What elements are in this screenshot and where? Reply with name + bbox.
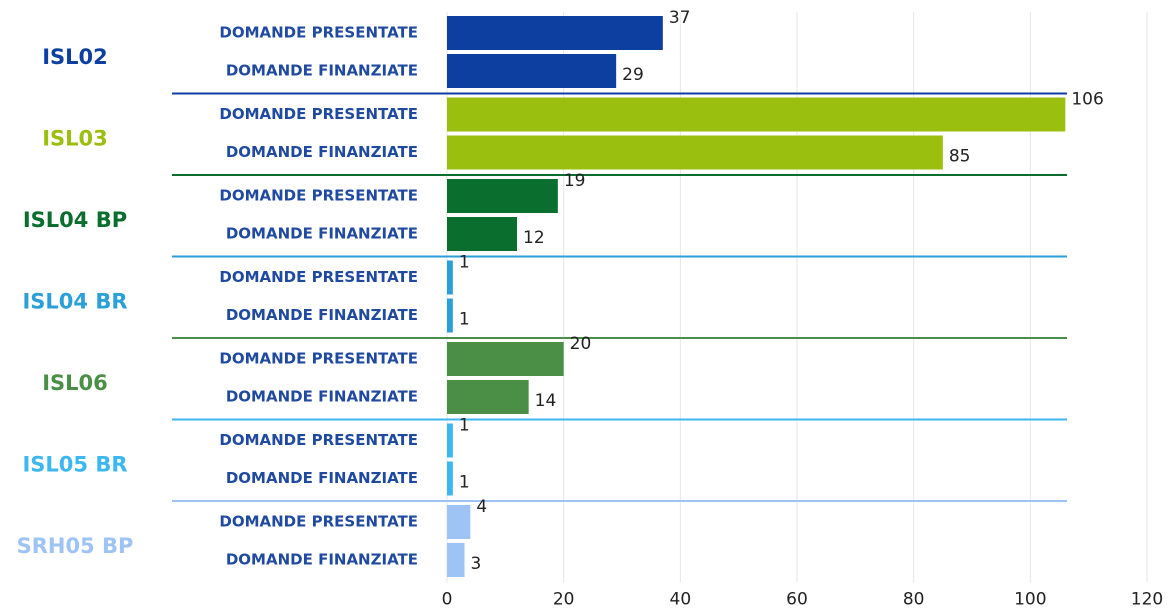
value-label: 106 [1071, 90, 1103, 110]
category-label: DOMANDE FINANZIATE [226, 306, 418, 324]
bar [447, 543, 465, 577]
category-label: DOMANDE FINANZIATE [226, 469, 418, 487]
value-label: 14 [535, 391, 557, 411]
group-label: ISL05 BR [22, 453, 127, 477]
category-label: DOMANDE PRESENTATE [219, 350, 418, 368]
bar [447, 217, 517, 251]
value-label: 1 [459, 253, 470, 273]
category-label: DOMANDE PRESENTATE [219, 24, 418, 42]
value-label: 1 [459, 416, 470, 436]
category-label: DOMANDE PRESENTATE [219, 105, 418, 123]
x-tick-label: 0 [442, 590, 453, 608]
x-tick-label: 100 [1014, 590, 1046, 608]
value-label: 19 [564, 171, 586, 191]
bar [447, 298, 453, 333]
value-label: 29 [622, 65, 644, 85]
category-label: DOMANDE PRESENTATE [219, 431, 418, 449]
category-label: DOMANDE FINANZIATE [226, 62, 418, 80]
bar [447, 461, 453, 496]
category-label: DOMANDE PRESENTATE [219, 268, 418, 286]
group-label: ISL04 BR [22, 290, 127, 314]
bar [447, 54, 617, 88]
group-label: SRH05 BP [17, 534, 134, 558]
value-label: 85 [949, 147, 971, 167]
group-label: ISL04 BP [23, 208, 127, 232]
category-label: DOMANDE PRESENTATE [219, 187, 418, 205]
bar [447, 135, 943, 170]
bar [447, 423, 453, 458]
category-label: DOMANDE FINANZIATE [226, 225, 418, 243]
value-label: 3 [471, 554, 482, 574]
category-label: DOMANDE PRESENTATE [219, 513, 418, 531]
bar [447, 260, 453, 295]
bar [447, 97, 1066, 132]
category-label: DOMANDE FINANZIATE [226, 551, 418, 569]
group-label: ISL02 [42, 45, 108, 69]
bar [447, 380, 529, 414]
value-label: 20 [570, 334, 592, 354]
x-tick-label: 80 [903, 590, 925, 608]
x-tick-label: 60 [786, 590, 808, 608]
bar [447, 505, 471, 539]
value-label: 12 [523, 228, 545, 248]
category-label: DOMANDE FINANZIATE [226, 388, 418, 406]
value-label: 1 [459, 473, 470, 493]
group-label: ISL06 [42, 371, 108, 395]
group-label: ISL03 [42, 127, 108, 151]
value-label: 1 [459, 310, 470, 330]
x-tick-label: 20 [553, 590, 575, 608]
x-tick-label: 40 [670, 590, 692, 608]
bar [447, 16, 663, 50]
bar [447, 179, 558, 213]
value-label: 4 [476, 497, 487, 517]
x-tick-label: 120 [1131, 590, 1163, 608]
bar [447, 342, 564, 376]
value-label: 37 [669, 8, 691, 28]
category-label: DOMANDE FINANZIATE [226, 143, 418, 161]
